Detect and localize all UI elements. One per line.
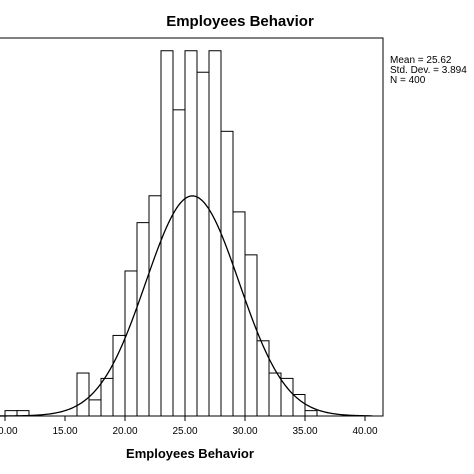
histogram-bars xyxy=(4,50,318,417)
x-tick-label: 30.00 xyxy=(232,426,257,437)
histogram-bar xyxy=(76,372,90,417)
stats-mean: Mean = 25.62 xyxy=(390,55,452,66)
histogram-bar xyxy=(208,50,222,417)
histogram-bar xyxy=(184,50,198,417)
histogram-bar xyxy=(112,334,126,417)
histogram-bar xyxy=(172,109,186,417)
histogram-bar xyxy=(220,130,234,417)
x-axis-label: Employees Behavior xyxy=(126,446,254,461)
normal-curve xyxy=(0,195,373,417)
stats-n: N = 400 xyxy=(390,75,426,86)
histogram-bar xyxy=(244,254,258,417)
x-tick-label: 25.00 xyxy=(172,426,197,437)
x-tick-label: 15.00 xyxy=(52,426,77,437)
x-tick-label: 35.00 xyxy=(292,426,317,437)
histogram-bar xyxy=(124,270,138,417)
stats-box: Mean = 25.62 Std. Dev. = 3.894 N = 400 xyxy=(390,55,467,86)
x-tick-label: 20.00 xyxy=(112,426,137,437)
histogram-bar xyxy=(88,399,102,417)
histogram-bar xyxy=(304,410,318,417)
histogram-bar xyxy=(136,222,150,417)
histogram-bar xyxy=(232,211,246,417)
x-tick-label: 40.00 xyxy=(352,426,377,437)
histogram-bar xyxy=(268,372,282,417)
histogram-bar xyxy=(292,394,306,417)
histogram-bar xyxy=(196,71,210,417)
stats-std-dev: Std. Dev. = 3.894 xyxy=(390,65,467,76)
histogram-bar xyxy=(160,50,174,417)
histogram-bar xyxy=(280,377,294,417)
chart-title: Employees Behavior xyxy=(166,13,314,30)
histogram-bar xyxy=(100,377,114,417)
x-tick-label: 10.00 xyxy=(0,426,18,437)
histogram-bar xyxy=(256,340,270,417)
histogram-bar xyxy=(148,195,162,417)
x-axis-ticks: 10.00 15.00 20.00 25.00 30.00 35.00 40.00 xyxy=(0,416,378,437)
